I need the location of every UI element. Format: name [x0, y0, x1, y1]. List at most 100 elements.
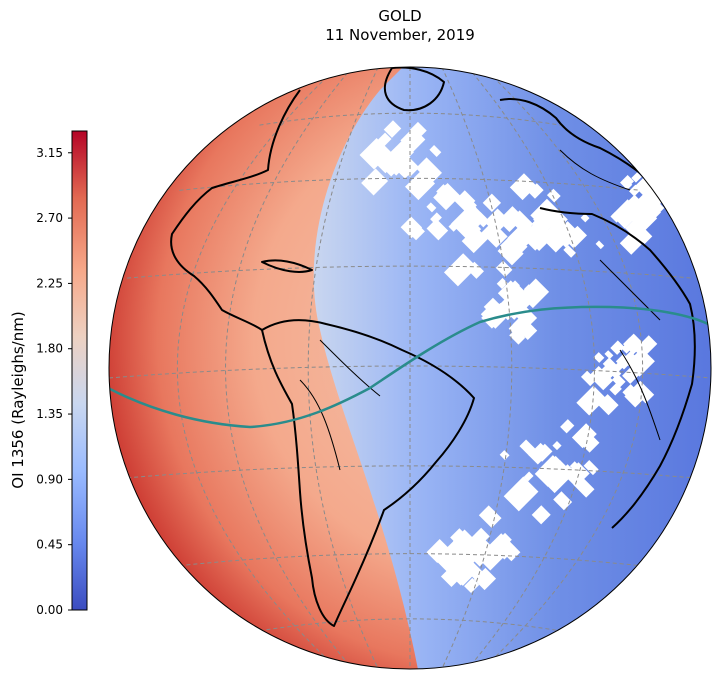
colorbar-ticks: 0.00 0.45 0.90 1.35 1.80 2.25 2.70 3.15 [36, 146, 72, 617]
africa-coast [539, 207, 696, 529]
colorbar-label: OI 1356 (Rayleighs/nm) [9, 311, 27, 489]
meridian-line [467, 67, 595, 669]
meridian-line [177, 67, 338, 669]
no-data-patch [426, 539, 451, 564]
parallel-line [179, 177, 641, 191]
no-data-patch [509, 328, 526, 345]
no-data-patch [473, 567, 497, 591]
meridian-line [225, 67, 353, 669]
no-data-patches [359, 120, 667, 594]
no-data-patch [442, 535, 473, 566]
coastlines [170, 67, 696, 627]
no-data-patch [521, 219, 553, 251]
country-borders [299, 149, 661, 471]
no-data-patch [512, 315, 538, 341]
parallel-line [259, 618, 561, 632]
no-data-patch [459, 266, 468, 275]
no-data-patch [371, 143, 396, 169]
no-data-patch [624, 351, 638, 364]
border-1 [299, 379, 341, 471]
no-data-patch [619, 227, 647, 255]
no-data-patch [552, 441, 562, 451]
no-data-patch [576, 385, 607, 416]
no-data-patch [361, 168, 389, 196]
no-data-patch [571, 423, 597, 449]
no-data-patch [560, 419, 575, 434]
colorbar-tick-label: 1.80 [36, 342, 63, 356]
no-data-patch [614, 200, 638, 224]
meridian-line [307, 67, 379, 669]
europe-coast [499, 98, 647, 179]
no-data-patch [429, 145, 442, 157]
no-data-patch [623, 337, 641, 355]
cuba-coast [261, 259, 313, 273]
chart-title: GOLD 11 November, 2019 [250, 7, 550, 45]
no-data-patch [624, 381, 651, 408]
no-data-patch [436, 184, 449, 197]
greenland-coast [383, 67, 445, 112]
no-data-patch [563, 245, 576, 258]
no-data-patch [523, 471, 534, 482]
no-data-patch [583, 460, 599, 476]
no-data-patch [448, 219, 461, 232]
no-data-patch [394, 154, 405, 164]
no-data-patch [461, 226, 488, 254]
no-data-patch [464, 558, 475, 570]
no-data-patch [580, 370, 597, 387]
no-data-patch [564, 225, 588, 249]
no-data-patch [509, 173, 537, 201]
no-data-patch [430, 212, 442, 225]
no-data-patch [595, 240, 605, 250]
no-data-patch [628, 184, 641, 197]
no-data-patch [531, 505, 551, 525]
no-data-patch [409, 121, 427, 140]
no-data-patch [499, 532, 512, 545]
no-data-patch [405, 170, 436, 201]
parallel-line [109, 365, 711, 379]
no-data-patch [580, 213, 590, 223]
no-data-patch [481, 221, 508, 248]
no-data-patch [611, 373, 626, 388]
border-2 [319, 339, 381, 397]
no-data-patch [626, 201, 653, 228]
no-data-patch [440, 563, 465, 588]
no-data-patch [620, 175, 634, 189]
no-data-patch [593, 352, 605, 363]
border-5 [559, 149, 631, 191]
colorbar-label-box: OI 1356 (Rayleighs/nm) [6, 300, 30, 500]
no-data-patch [573, 476, 595, 498]
colorbar-tick-label: 2.70 [36, 211, 63, 225]
no-data-patch [395, 157, 418, 179]
no-data-patch [621, 344, 631, 354]
north-america-coast [170, 89, 301, 331]
no-data-patch [496, 277, 508, 289]
no-data-patch [392, 144, 406, 158]
no-data-patch [546, 188, 561, 203]
gridlines [109, 67, 711, 669]
colorbar-tick-label: 0.45 [36, 538, 63, 552]
no-data-patch [433, 183, 461, 211]
no-data-patch [484, 208, 510, 234]
colorbar [71, 130, 88, 611]
title-line-2: 11 November, 2019 [325, 26, 475, 44]
no-data-patch [631, 172, 642, 183]
no-data-patch [625, 218, 646, 239]
no-data-patch [547, 213, 568, 235]
no-data-patch [622, 364, 642, 384]
no-data-patch [528, 183, 544, 199]
no-data-patch [465, 536, 496, 567]
border-4 [619, 349, 661, 441]
colorbar-tick-label: 0.00 [36, 603, 63, 617]
no-data-patch [461, 199, 477, 215]
south-america-coast [261, 319, 475, 627]
no-data-patch [636, 354, 652, 370]
no-data-patch [478, 505, 502, 529]
globe-outline [108, 66, 712, 670]
no-data-patch [482, 193, 502, 213]
no-data-patch [519, 278, 550, 309]
border-3 [599, 259, 661, 321]
no-data-patch [426, 218, 449, 241]
no-data-patch [604, 350, 614, 360]
no-data-patch [498, 206, 524, 233]
no-data-patch [609, 383, 622, 396]
